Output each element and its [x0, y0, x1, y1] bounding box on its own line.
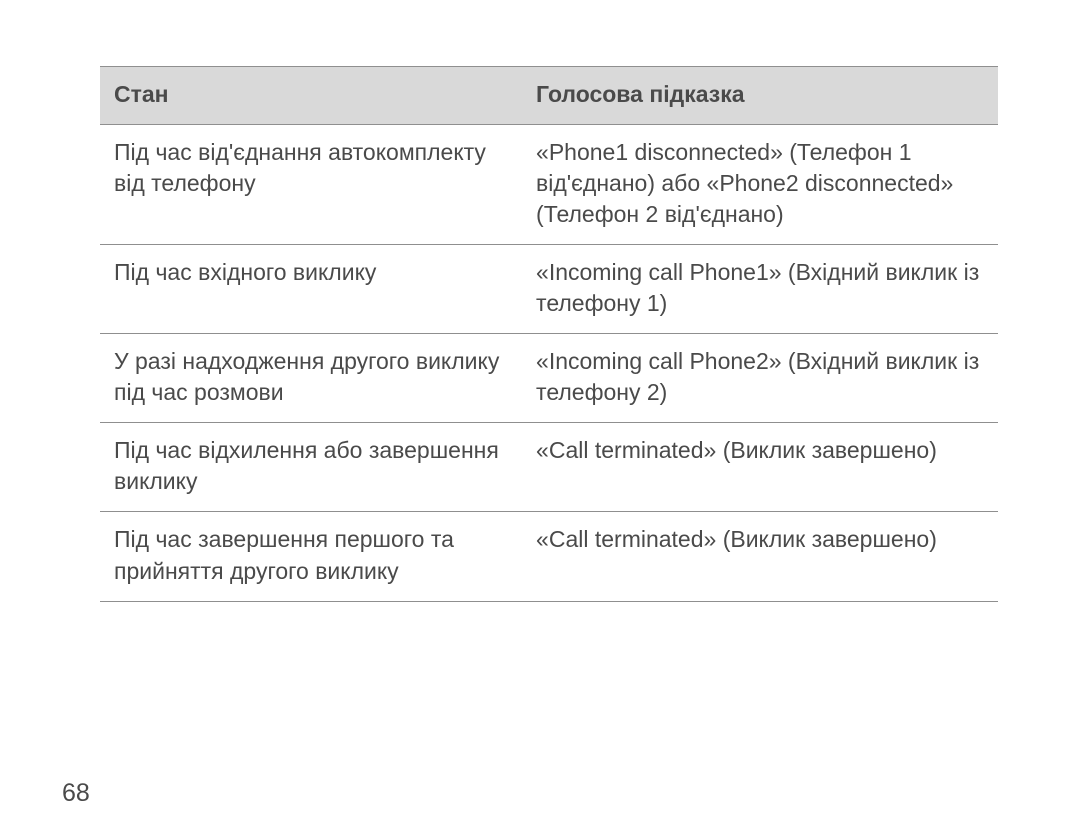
table-row: Під час завершення першого та прийняття …	[100, 512, 998, 601]
page-number: 68	[62, 779, 90, 808]
column-header-state: Стан	[100, 67, 522, 125]
table-row: Під час від'єднання автокомплекту від те…	[100, 125, 998, 245]
table-row: Під час відхилення або завершення виклик…	[100, 423, 998, 512]
cell-prompt: «Call terminated» (Виклик завершено)	[522, 512, 998, 601]
table-row: Під час вхідного виклику «Incoming call …	[100, 245, 998, 334]
document-page: Стан Голосова підказка Під час від'єднан…	[0, 0, 1080, 840]
cell-prompt: «Call terminated» (Виклик завершено)	[522, 423, 998, 512]
column-header-prompt: Голосова підказка	[522, 67, 998, 125]
cell-prompt: «Incoming call Phone1» (Вхідний виклик і…	[522, 245, 998, 334]
cell-state: Під час від'єднання автокомплекту від те…	[100, 125, 522, 245]
table-row: У разі надходження другого виклику під ч…	[100, 334, 998, 423]
cell-prompt: «Phone1 disconnected» (Телефон 1 від'єдн…	[522, 125, 998, 245]
cell-state: Під час вхідного виклику	[100, 245, 522, 334]
cell-state: Під час завершення першого та прийняття …	[100, 512, 522, 601]
cell-state: У разі надходження другого виклику під ч…	[100, 334, 522, 423]
cell-prompt: «Incoming call Phone2» (Вхідний виклик і…	[522, 334, 998, 423]
voice-prompt-table: Стан Голосова підказка Під час від'єднан…	[100, 66, 998, 602]
table-header-row: Стан Голосова підказка	[100, 67, 998, 125]
cell-state: Під час відхилення або завершення виклик…	[100, 423, 522, 512]
